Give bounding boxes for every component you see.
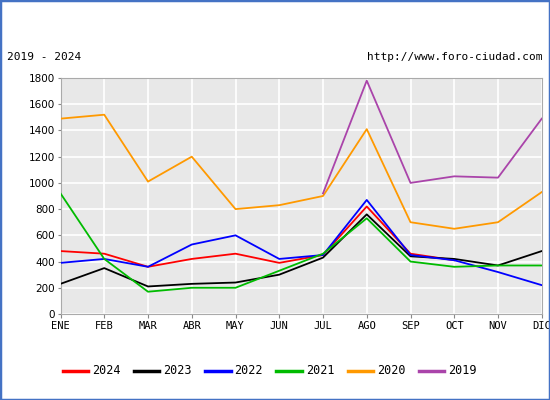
Text: 2020: 2020 xyxy=(377,364,405,378)
Text: 2019: 2019 xyxy=(448,364,477,378)
Text: 2023: 2023 xyxy=(163,364,191,378)
Text: 2022: 2022 xyxy=(234,364,263,378)
Text: 2024: 2024 xyxy=(92,364,120,378)
Text: 2021: 2021 xyxy=(306,364,334,378)
Text: Evolucion Nº Turistas Nacionales en el municipio de Láujar de Andarax: Evolucion Nº Turistas Nacionales en el m… xyxy=(10,12,540,26)
Text: 2019 - 2024: 2019 - 2024 xyxy=(7,52,81,62)
Text: http://www.foro-ciudad.com: http://www.foro-ciudad.com xyxy=(367,52,543,62)
